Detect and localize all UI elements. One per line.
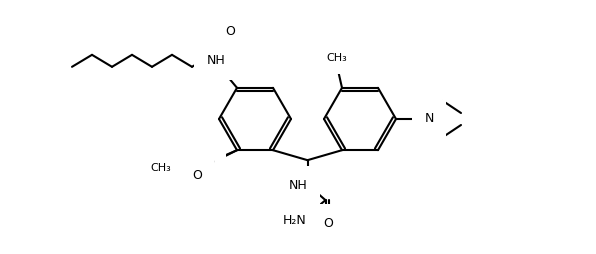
Text: CH₃: CH₃ <box>327 53 347 63</box>
Text: CH₃: CH₃ <box>167 167 187 177</box>
Text: O: O <box>324 217 333 230</box>
Text: H₂N: H₂N <box>283 214 306 227</box>
Text: NH: NH <box>289 179 308 192</box>
Text: O: O <box>204 156 214 169</box>
Text: N: N <box>424 113 434 125</box>
Text: O: O <box>225 25 235 38</box>
Text: O: O <box>192 169 202 182</box>
Text: CH₃: CH₃ <box>151 163 172 173</box>
Text: NH: NH <box>207 54 225 67</box>
